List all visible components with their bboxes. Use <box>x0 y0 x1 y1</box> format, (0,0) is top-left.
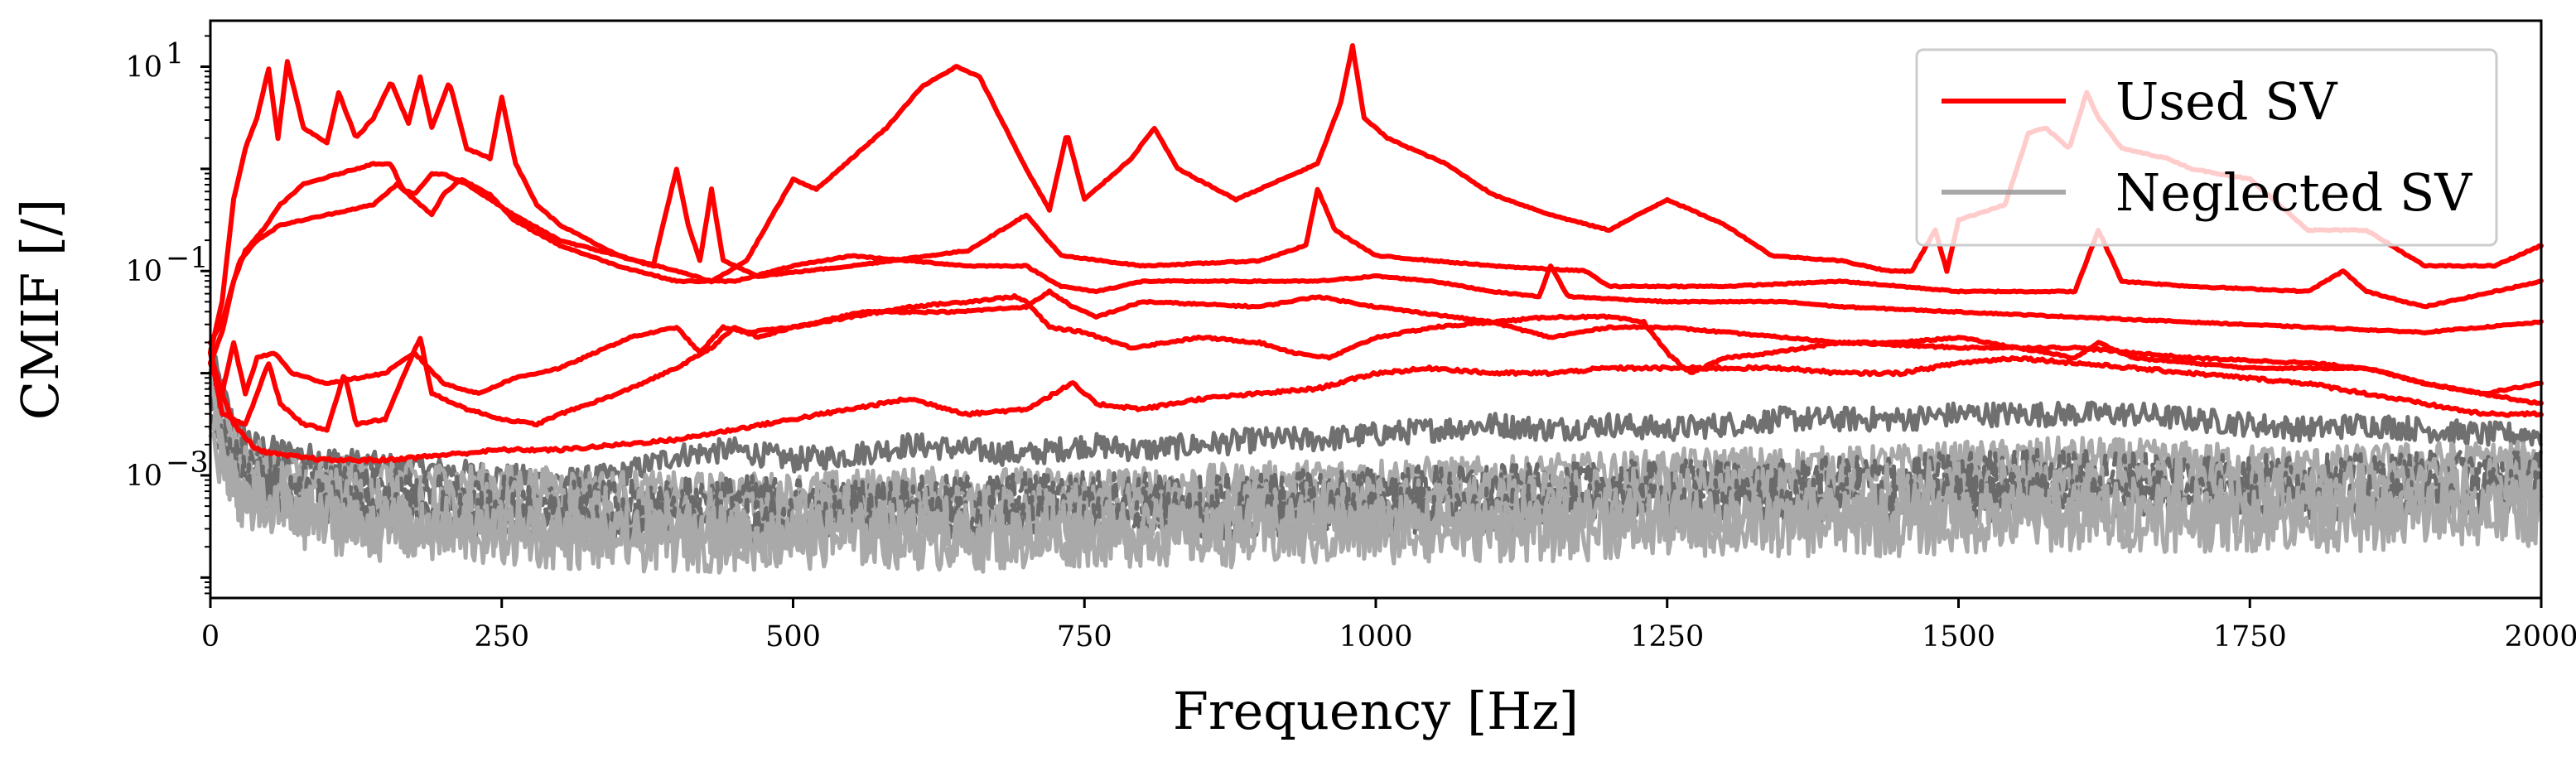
y-tick-label: 10 <box>125 255 162 288</box>
x-tick-label: 250 <box>474 620 529 653</box>
legend: Used SV Neglected SV <box>1915 48 2498 247</box>
y-axis-label: CMIF [/] <box>10 199 70 420</box>
y-tick-exponent: 1 <box>166 38 184 71</box>
used-sv-line-10 <box>208 176 2544 345</box>
y-tick-exponent: −3 <box>166 446 209 480</box>
used-sv-line-11 <box>208 288 2544 398</box>
neglected-sv-line-7 <box>208 432 2543 575</box>
x-axis-ticks: 0 250 500 750 1000 1250 1500 1750 2000 <box>201 598 2576 653</box>
used-sv-line-13 <box>208 354 2544 465</box>
x-axis-label: Frequency [Hz] <box>1173 681 1579 741</box>
x-tick-label: 0 <box>201 620 219 653</box>
x-tick-label: 750 <box>1057 620 1112 653</box>
series-curves <box>208 43 2544 575</box>
x-tick-label: 1500 <box>1922 620 1995 653</box>
used-sv-line-9 <box>208 161 2544 365</box>
legend-label-used: Used SV <box>2115 71 2338 132</box>
used-sv-line-12 <box>208 292 2544 433</box>
y-tick-label: 10 <box>125 51 162 84</box>
x-tick-label: 1000 <box>1339 620 1412 653</box>
x-tick-label: 2000 <box>2504 620 2576 653</box>
x-tick-label: 500 <box>765 620 821 653</box>
legend-label-neglected: Neglected SV <box>2115 162 2472 223</box>
y-tick-label: 10 <box>125 460 162 493</box>
y-tick-exponent: −1 <box>166 242 209 275</box>
x-tick-label: 1750 <box>2213 620 2287 653</box>
x-tick-label: 1250 <box>1630 620 1704 653</box>
